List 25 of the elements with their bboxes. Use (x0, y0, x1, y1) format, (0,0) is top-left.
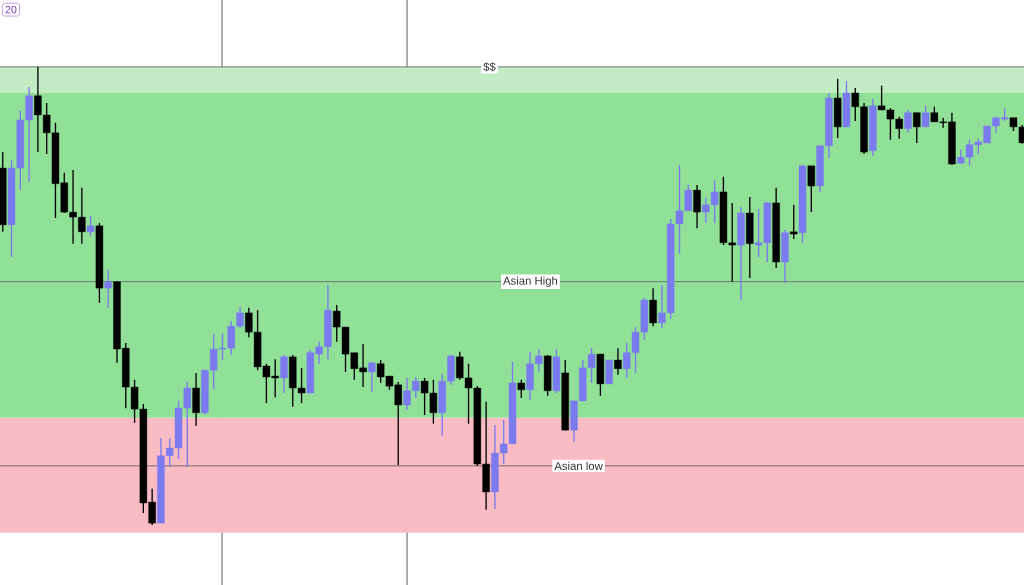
candlestick (614, 347, 622, 376)
candlestick (913, 112, 921, 144)
text: 20 (5, 5, 17, 14)
candlestick (842, 80, 851, 128)
ref-line-label: Asian low (554, 461, 603, 471)
candlestick (517, 379, 525, 399)
candlestick (561, 359, 569, 431)
candlestick (104, 269, 112, 309)
candlestick (921, 105, 930, 128)
candlestick (833, 78, 842, 139)
candlestick (790, 204, 798, 240)
candlestick (95, 222, 104, 304)
candlestick (552, 348, 561, 394)
ref-line-label: $$ (483, 62, 496, 72)
candlestick (596, 353, 605, 397)
candlestick (86, 215, 95, 237)
candlestick (543, 354, 552, 397)
candlestick (368, 361, 376, 393)
ref-line-label: Asian High (503, 276, 558, 287)
candlestick (869, 98, 877, 157)
candlestick (807, 165, 816, 213)
candlestick (0, 151, 7, 233)
candlestick (798, 164, 807, 244)
candlestick (605, 359, 613, 385)
candlestick (746, 196, 754, 279)
